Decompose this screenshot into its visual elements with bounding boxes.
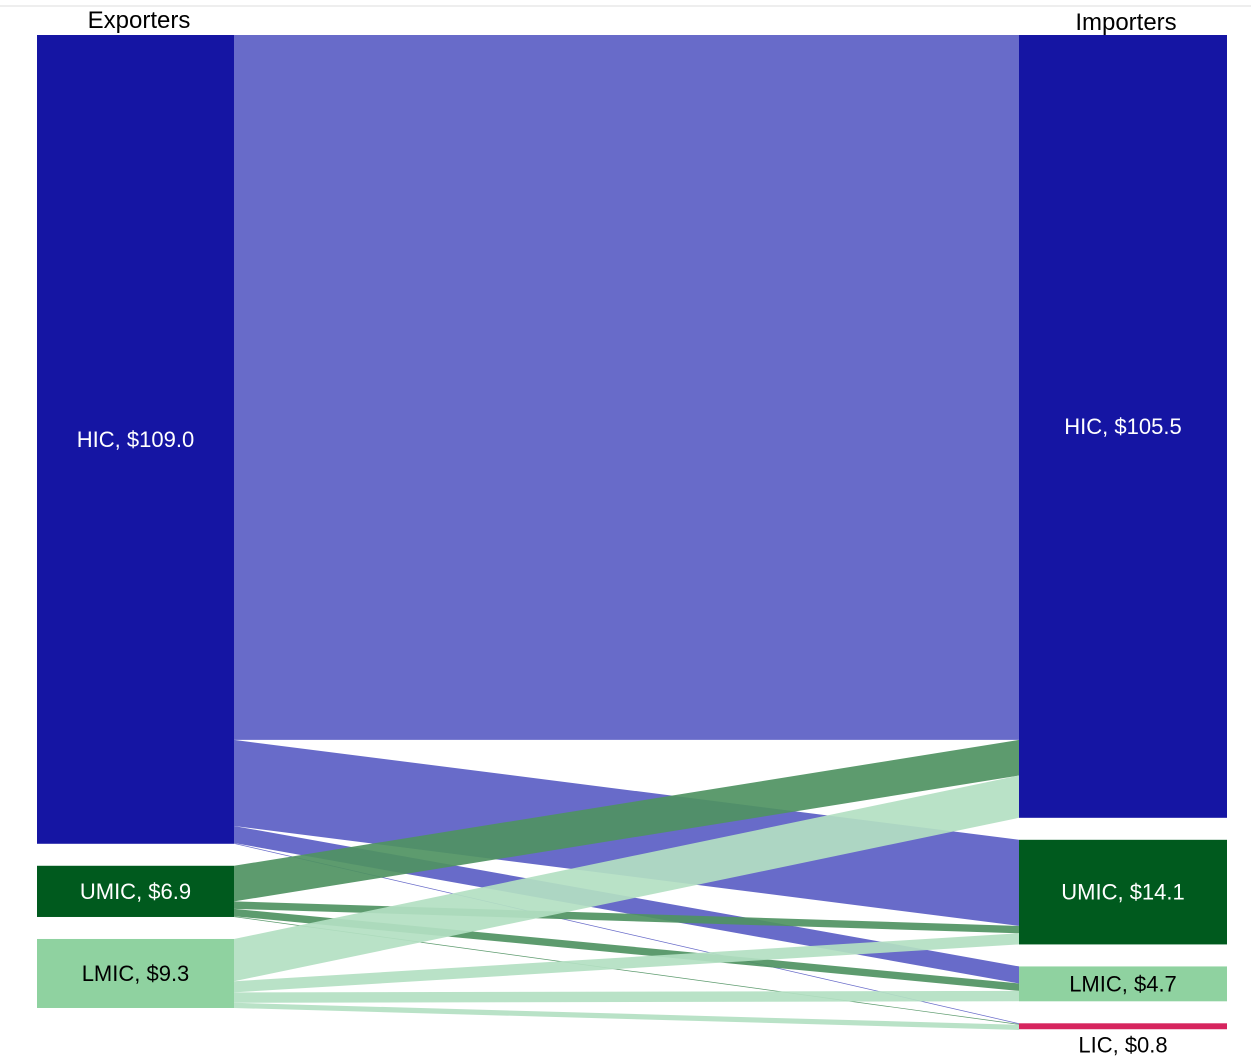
importer-node-umic <box>1019 839 1227 945</box>
importer-node-lmic <box>1019 966 1227 1002</box>
exporter-node-lmic <box>37 938 234 1008</box>
exporter-node-label-umic: UMIC, $6.9 <box>80 879 191 904</box>
importer-node-label-lic: LIC, $0.8 <box>1078 1033 1167 1057</box>
importer-node-label-umic: UMIC, $14.1 <box>1061 880 1185 905</box>
flow-hic-to-lic <box>234 843 1019 1025</box>
flow-lmic-to-hic <box>234 775 1019 982</box>
importer-node-lic <box>1019 1023 1227 1030</box>
flow-lmic-to-lic <box>234 1002 1019 1030</box>
exporters-column-title: Exporters <box>88 7 191 34</box>
importers-column-title: Importers <box>1075 9 1176 36</box>
exporter-node-label-lmic: LMIC, $9.3 <box>82 961 190 986</box>
flow-hic-to-hic <box>234 35 1019 740</box>
flow-lmic-to-lmic <box>234 990 1019 1003</box>
flow-links <box>234 35 1019 1030</box>
importer-node-label-hic: HIC, $105.5 <box>1064 414 1181 439</box>
importer-node-hic <box>1019 35 1227 818</box>
flow-lmic-to-umic <box>234 933 1019 993</box>
nodes: HIC, $109.0 UMIC, $6.9 LMIC, $9.3 HIC, $105… <box>37 35 1227 1057</box>
exporter-node-label-hic: HIC, $109.0 <box>77 427 194 452</box>
exporter-node-umic <box>37 865 234 917</box>
exporter-node-hic <box>37 35 234 844</box>
importer-node-label-lmic: LMIC, $4.7 <box>1069 971 1177 996</box>
flow-umic-to-hic <box>234 739 1019 902</box>
